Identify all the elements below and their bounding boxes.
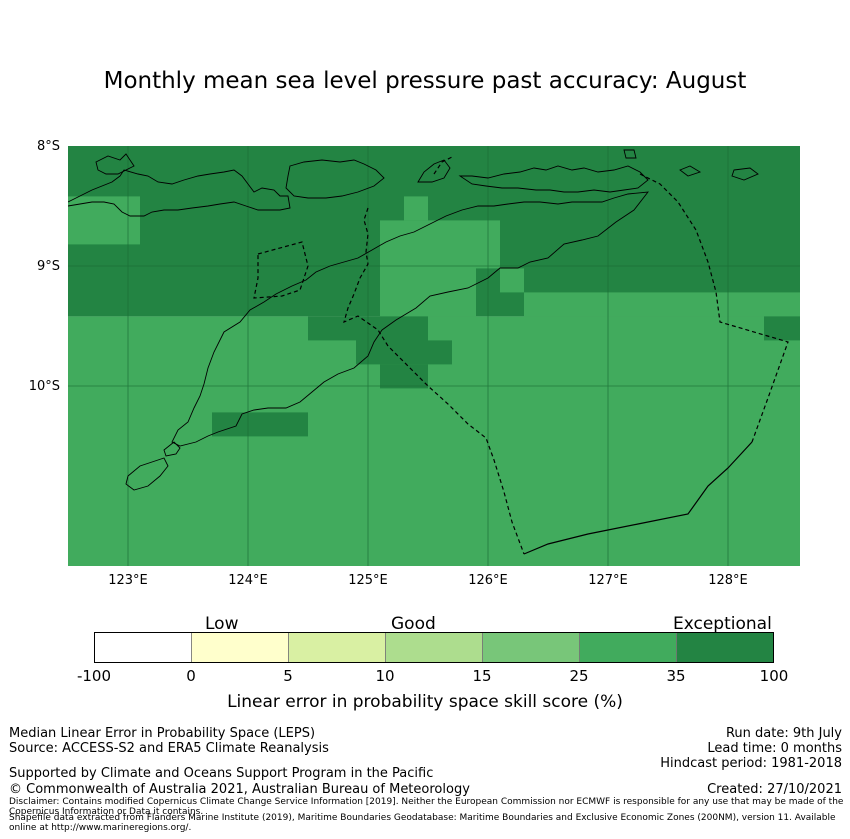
skill-region-6 <box>500 268 524 293</box>
colorbar-bin-4 <box>482 632 580 663</box>
wetar-coast <box>417 159 451 183</box>
timor-coast <box>171 191 649 447</box>
border-line <box>523 441 753 555</box>
tick-10: 10 <box>375 667 395 685</box>
lon-label-126e: 126°E <box>468 573 508 588</box>
colorbar-bin-1 <box>191 632 289 663</box>
skill-region-8 <box>764 316 800 341</box>
eez-boundary <box>253 155 789 555</box>
lat-label-9s: 9°S <box>36 259 60 274</box>
islet-2 <box>679 165 702 177</box>
lead-time: Lead time: 0 months <box>707 741 842 756</box>
category-exceptional: Exceptional <box>673 614 772 634</box>
lon-label-123e: 123°E <box>108 573 148 588</box>
alor-coast <box>285 159 385 199</box>
colorbar-bin-2 <box>288 632 386 663</box>
colorbar-bin-0 <box>94 632 192 663</box>
skill-region-11 <box>428 340 452 365</box>
skill-region-12 <box>380 364 428 389</box>
footer-support: Supported by Climate and Oceans Support … <box>9 766 434 781</box>
lat-label-8s: 8°S <box>36 139 60 154</box>
tick-35: 35 <box>666 667 686 685</box>
semau-coast <box>125 457 169 491</box>
hindcast-period: Hindcast period: 1981-2018 <box>660 756 842 771</box>
tick-5: 5 <box>283 667 293 685</box>
colorbar-bin-5 <box>579 632 677 663</box>
flores-north-coast <box>95 153 135 175</box>
footer-copyright: © Commonwealth of Australia 2021, Austra… <box>9 782 470 797</box>
footer-method: Median Linear Error in Probability Space… <box>9 726 316 741</box>
disclaimer-copernicus: Disclaimer: Contains modified Copernicus… <box>9 797 844 817</box>
colorbar <box>94 632 774 663</box>
map-title: Monthly mean sea level pressure past acc… <box>103 68 747 94</box>
run-date: Run date: 9th July <box>725 726 842 741</box>
skill-map <box>68 146 800 566</box>
category-good: Good <box>391 614 436 634</box>
roti-coast <box>163 441 181 457</box>
islet-3 <box>731 167 759 181</box>
created-date: Created: 27/10/2021 <box>707 782 842 797</box>
lon-label-127e: 127°E <box>588 573 628 588</box>
lon-label-128e: 128°E <box>708 573 748 588</box>
colorbar-label: Linear error in probability space skill … <box>227 692 623 712</box>
lon-label-124e: 124°E <box>228 573 268 588</box>
lat-label-10s: 10°S <box>28 379 60 394</box>
tick-0: 0 <box>186 667 196 685</box>
footer-source: Source: ACCESS-S2 and ERA5 Climate Reana… <box>9 741 329 756</box>
graticule <box>68 146 800 566</box>
skill-region-4 <box>404 196 428 221</box>
tick-minus-100: -100 <box>76 667 112 685</box>
islet-1 <box>623 149 637 159</box>
category-low: Low <box>205 614 239 634</box>
tick-25: 25 <box>569 667 589 685</box>
north-island-coast <box>458 165 649 193</box>
tick-15: 15 <box>472 667 492 685</box>
colorbar-border <box>94 632 774 663</box>
coastlines <box>68 149 759 491</box>
tick-100: 100 <box>759 667 789 685</box>
disclaimer-shapefile: Shapefile data extracted from Flanders M… <box>9 813 836 833</box>
lon-label-125e: 125°E <box>348 573 388 588</box>
colorbar-bin-3 <box>385 632 483 663</box>
skill-region-7 <box>524 292 800 317</box>
skill-region-13 <box>212 412 308 437</box>
skill-region-2 <box>68 196 140 245</box>
colorbar-bin-6 <box>676 632 774 663</box>
flores-coast <box>68 169 291 217</box>
skill-grid <box>68 146 800 566</box>
skill-region-3 <box>380 220 476 317</box>
